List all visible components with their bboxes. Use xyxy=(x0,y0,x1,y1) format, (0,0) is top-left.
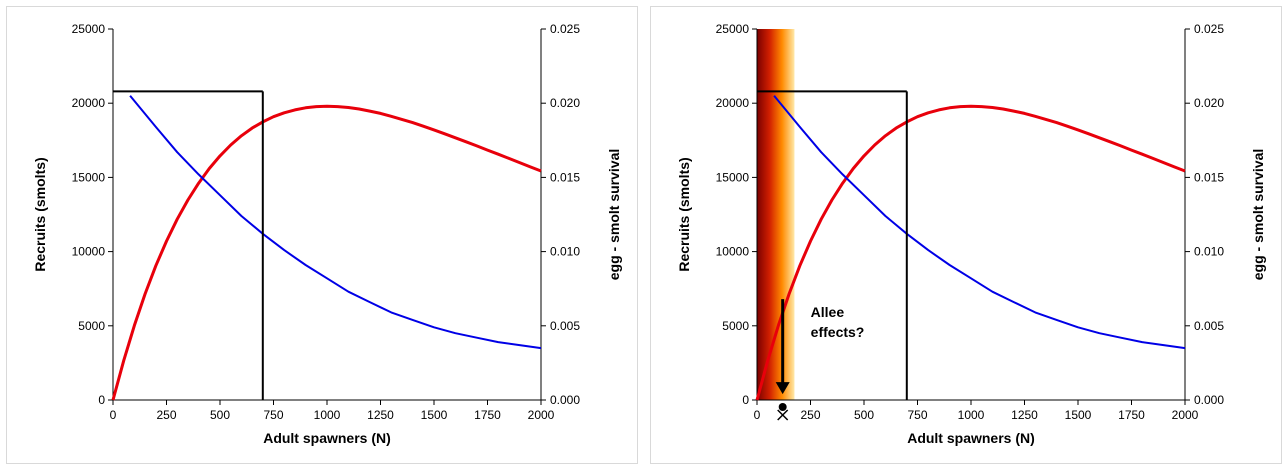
y2-tick-label: 0.020 xyxy=(1194,96,1224,110)
x-axis-title: Adult spawners (N) xyxy=(263,430,391,446)
recruits-series-line xyxy=(755,104,1186,401)
x-tick-label: 1250 xyxy=(367,408,394,422)
x-tick-label: 1750 xyxy=(1118,408,1145,422)
y2-tick-label: 0.010 xyxy=(1194,245,1224,259)
x-tick-label: 1750 xyxy=(474,408,501,422)
chart-right: 0 250 500 750 1000 1250 1500 1750 20000500010000… xyxy=(676,22,1266,446)
allee-annotation-text: effects? xyxy=(811,324,865,340)
allee-annotation-text: Allee xyxy=(811,304,845,320)
x-tick-label: 2000 xyxy=(528,408,555,422)
x-tick-label: 250 xyxy=(800,408,820,422)
x-tick-label: 1000 xyxy=(958,408,985,422)
y2-tick-label: 0.015 xyxy=(1194,170,1224,184)
y-axis-title: Recruits (smolts) xyxy=(32,157,48,271)
y2-tick-label: 0.005 xyxy=(550,319,580,333)
x-tick-label: 500 xyxy=(210,408,230,422)
x-tick-label: 0 xyxy=(110,408,117,422)
y2-tick-label: 0.005 xyxy=(1194,319,1224,333)
x-tick-label: 250 xyxy=(156,408,176,422)
y-tick-label: 25000 xyxy=(716,22,750,36)
y-tick-label: 0 xyxy=(98,393,105,407)
y-tick-label: 10000 xyxy=(716,245,750,259)
y-tick-label: 15000 xyxy=(716,170,750,184)
y-tick-label: 20000 xyxy=(716,96,750,110)
y2-tick-label: 0.020 xyxy=(550,96,580,110)
x-tick-label: 1500 xyxy=(1065,408,1092,422)
x-tick-label: 0 xyxy=(754,408,761,422)
skull xyxy=(778,403,787,411)
survival-series-line xyxy=(773,95,1186,350)
y-axis-title: Recruits (smolts) xyxy=(676,157,692,271)
y2-axis-title: egg - smolt survival xyxy=(1250,149,1266,280)
survival-series-line xyxy=(129,95,542,350)
x-tick-label: 500 xyxy=(854,408,874,422)
y-tick-label: 15000 xyxy=(72,170,106,184)
y-tick-label: 5000 xyxy=(722,319,749,333)
x-tick-label: 750 xyxy=(263,408,283,422)
y2-axis-title: egg - smolt survival xyxy=(606,149,622,280)
chart-panel-right: 0 250 500 750 1000 1250 1500 1750 2000 0 5000 10000… xyxy=(650,6,1282,464)
x-axis-title: Adult spawners (N) xyxy=(907,430,1035,446)
y2-tick-label: 0.015 xyxy=(550,170,580,184)
x-tick-label: 1500 xyxy=(421,408,448,422)
y-tick-label: 20000 xyxy=(72,96,106,110)
x-tick-label: 1250 xyxy=(1011,408,1038,422)
y2-tick-label: 0.000 xyxy=(1194,393,1224,407)
crossbone xyxy=(777,409,789,421)
x-tick-label: 1000 xyxy=(314,408,341,422)
y2-tick-label: 0.000 xyxy=(550,393,580,407)
y2-tick-label: 0.025 xyxy=(550,22,580,36)
y-tick-label: 5000 xyxy=(78,319,105,333)
y-tick-label: 25000 xyxy=(72,22,106,36)
y-tick-label: 0 xyxy=(742,393,749,407)
y-tick-label: 10000 xyxy=(72,245,106,259)
y2-tick-label: 0.010 xyxy=(550,245,580,259)
chart-left: 0 250 500 750 1000 1250 1500 1750 20000500010000… xyxy=(32,22,622,446)
recruits-series-line xyxy=(111,104,542,401)
allee-arrow-head xyxy=(775,382,790,395)
x-tick-label: 750 xyxy=(907,408,927,422)
chart-panel-left: 0 250 500 750 1000 1250 1500 1750 2000 0 5000 10000… xyxy=(6,6,638,464)
x-tick-label: 2000 xyxy=(1172,408,1199,422)
skull-crossbones-icon xyxy=(777,403,789,421)
allee-shaded-band xyxy=(757,29,795,400)
y2-tick-label: 0.025 xyxy=(1194,22,1224,36)
